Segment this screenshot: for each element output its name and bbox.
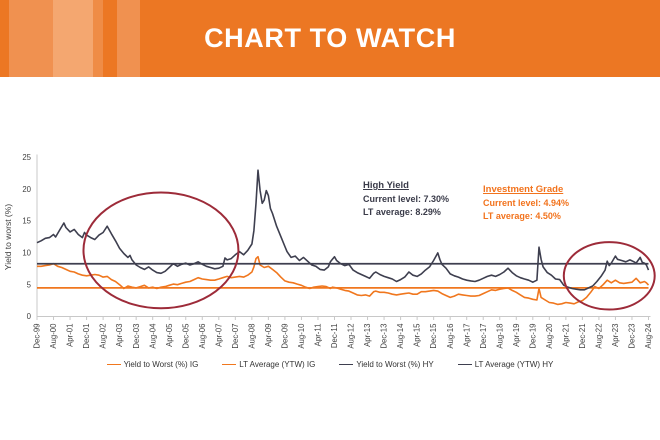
high-yield-annotation: High Yield Current level: 7.30% LT avera…: [363, 179, 449, 220]
banner-stripe: [117, 0, 140, 77]
x-tick-label: Aug-24: [644, 323, 653, 349]
x-tick-label: Aug-18: [495, 324, 504, 349]
x-tick-label: Dec-05: [181, 323, 190, 349]
x-tick-label: Apr-05: [165, 323, 174, 347]
x-tick-label: Dec-11: [330, 324, 339, 349]
banner-stripe: [93, 0, 103, 77]
series-ytw-ig: [37, 255, 650, 306]
y-tick-label: 20: [22, 185, 31, 194]
x-tick-label: Dec-21: [578, 324, 587, 349]
banner-stripe: [9, 0, 53, 77]
legend-label: Yield to Worst (%) IG: [123, 360, 199, 369]
header-banner: CHART TO WATCH: [0, 0, 660, 77]
x-tick-label: Aug-06: [198, 324, 207, 349]
legend-label: LT Average (YTW) HY: [474, 360, 554, 369]
x-tick-label: Dec-17: [479, 324, 488, 349]
legend-item: LT Average (YTW) IG: [222, 360, 315, 369]
y-tick-label: 0: [27, 312, 32, 321]
x-tick-label: Apr-13: [363, 324, 372, 347]
x-tick-label: Dec-13: [380, 324, 389, 349]
y-tick-label: 10: [22, 249, 31, 258]
legend-item: Yield to Worst (%) IG: [106, 360, 199, 369]
chart-legend: Yield to Worst (%) IG LT Average (YTW) IG…: [0, 360, 660, 369]
x-tick-label: Apr-19: [512, 324, 521, 347]
legend-item: Yield to Worst (%) HY: [339, 360, 434, 369]
series-ytw-hy: [36, 169, 650, 291]
y-tick-label: 25: [22, 153, 31, 162]
investment-grade-heading: Investment Grade: [483, 184, 564, 195]
legend-swatch: [457, 364, 472, 365]
investment-grade-annotation: Investment Grade Current level: 4.94% LT…: [483, 183, 569, 224]
x-tick-label: Apr-15: [413, 323, 422, 347]
x-tick-label: Dec-03: [132, 324, 141, 349]
x-tick-label: Aug-00: [49, 323, 58, 349]
x-tick-label: Aug-16: [446, 324, 455, 349]
high-yield-lt-average: LT average: 8.29%: [363, 207, 441, 217]
x-tick-label: Aug-08: [247, 324, 256, 349]
x-tick-label: Apr-21: [561, 324, 570, 347]
x-tick-label: Apr-01: [66, 324, 75, 347]
x-tick-label: Aug-02: [99, 324, 108, 349]
x-tick-label: Aug-10: [297, 323, 306, 349]
highlight-ellipse-2: [562, 241, 656, 311]
x-tick-label: Dec-23: [628, 324, 637, 349]
x-tick-label: Apr-03: [115, 324, 124, 347]
high-yield-current-level: Current level: 7.30%: [363, 193, 450, 204]
x-tick-label: Aug-12: [347, 324, 356, 349]
legend-label: Yield to Worst (%) HY: [356, 360, 434, 369]
high-yield-heading: High Yield: [363, 180, 409, 191]
y-tick-label: 15: [22, 217, 31, 226]
banner-stripe: [53, 0, 93, 77]
x-tick-label: Dec-07: [231, 324, 240, 349]
page-title: CHART TO WATCH: [204, 23, 456, 53]
x-tick-label: Dec-01: [82, 324, 91, 349]
x-tick-label: Aug-04: [148, 323, 157, 349]
investment-grade-current-level: Current level: 4.94%: [483, 197, 570, 208]
x-tick-label: Dec-09: [281, 324, 290, 349]
x-tick-label: Dec-15: [429, 323, 438, 349]
investment-grade-lt-average: LT average: 4.50%: [483, 211, 561, 221]
x-tick-label: Aug-22: [595, 324, 604, 349]
highlight-ellipse-1: [82, 191, 240, 310]
legend-label: LT Average (YTW) IG: [239, 360, 316, 369]
x-tick-label: Apr-11: [314, 324, 323, 347]
x-tick-label: Apr-17: [462, 324, 471, 347]
y-axis-title: Yield to worst (%): [3, 204, 13, 270]
legend-item: LT Average (YTW) HY: [457, 360, 554, 369]
x-tick-label: Apr-09: [264, 324, 273, 347]
y-tick-label: 5: [27, 280, 32, 289]
legend-swatch: [106, 364, 121, 365]
x-tick-label: Apr-07: [214, 324, 223, 347]
x-tick-label: Dec-99: [33, 324, 42, 349]
x-tick-label: Apr-23: [611, 324, 620, 347]
x-tick-label: Aug-14: [396, 323, 405, 349]
x-tick-label: Dec-19: [528, 324, 537, 349]
legend-swatch: [339, 364, 354, 365]
legend-swatch: [222, 364, 237, 365]
x-tick-label: Aug-20: [545, 323, 554, 349]
